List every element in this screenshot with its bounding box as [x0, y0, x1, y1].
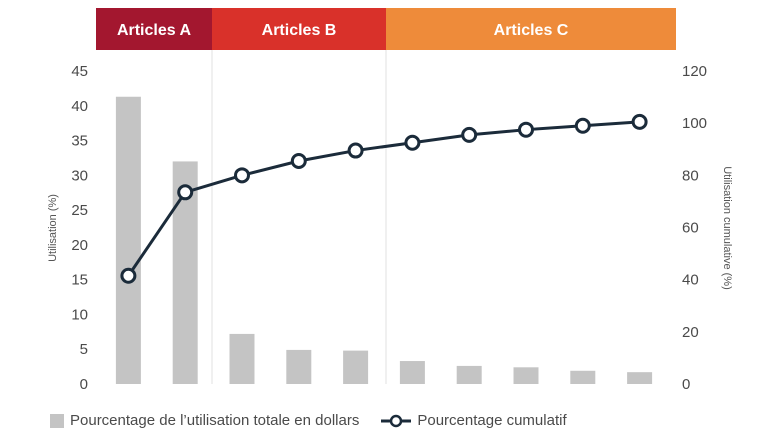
left-tick-label: 30 [71, 167, 88, 184]
band-1 [96, 8, 212, 50]
cumulative-line [120, 113, 648, 284]
legend-item-line: Pourcentage cumulatif [381, 412, 567, 429]
left-tick-label: 20 [71, 237, 88, 254]
bar-7 [456, 365, 482, 384]
bar-4 [286, 349, 312, 384]
legend-line-label: Pourcentage cumulatif [417, 412, 567, 429]
left-tick-label: 40 [71, 98, 88, 115]
left-tick-label: 35 [71, 133, 88, 150]
left-tick-label: 5 [80, 341, 88, 358]
right-axis: 0 20 40 60 80 100 120 [682, 63, 707, 393]
line-point-3 [234, 167, 250, 184]
line-point-1 [120, 267, 137, 284]
right-tick-label: 120 [682, 63, 707, 80]
legend-bar-swatch [50, 413, 64, 428]
right-tick-label: 20 [682, 324, 699, 341]
legend-bar-label: Pourcentage de l’utilisation totale en d… [70, 412, 360, 429]
line-point-2 [177, 184, 194, 201]
bar-10 [627, 372, 653, 384]
band-label-1: Articles A [117, 22, 192, 39]
line-point-4 [290, 152, 307, 169]
legend: Pourcentage de l’utilisation totale en d… [50, 412, 589, 429]
line-point-10 [631, 113, 648, 130]
band-label-2: Articles B [262, 22, 337, 39]
bar-6 [399, 361, 425, 384]
right-tick-label: 80 [682, 167, 699, 184]
right-tick-label: 0 [682, 376, 690, 393]
left-axis: 0 5 10 15 20 25 30 35 40 45 [71, 63, 88, 393]
right-axis-title: Utilisation cumulative (%) [721, 166, 733, 289]
band-3 [386, 8, 676, 50]
cumulative-line-path [127, 120, 640, 277]
bar-8 [513, 367, 539, 384]
right-tick-label: 100 [682, 115, 707, 132]
line-point-6 [404, 134, 421, 151]
legend-item-bars: Pourcentage de l’utilisation totale en d… [50, 412, 359, 429]
left-tick-label: 15 [71, 272, 88, 289]
left-tick-label: 10 [71, 306, 88, 323]
legend-line-swatch [381, 414, 412, 427]
right-tick-label: 40 [682, 272, 699, 289]
bar-9 [570, 370, 596, 384]
left-axis-title: Utilisation (%) [47, 194, 59, 262]
line-point-5 [347, 142, 364, 159]
right-tick-label: 60 [682, 220, 699, 237]
bar-1 [115, 96, 141, 384]
band-header: Articles A Articles B Articles C [96, 8, 676, 50]
line-point-7 [461, 126, 478, 143]
band-dividers [211, 50, 387, 384]
bar-3 [229, 333, 255, 384]
left-tick-label: 0 [80, 376, 88, 393]
band-label-3: Articles C [494, 22, 569, 39]
bar-5 [343, 350, 369, 384]
bars [115, 96, 653, 384]
left-tick-label: 45 [71, 63, 88, 80]
band-2 [212, 8, 386, 50]
pareto-chart: Articles A Articles B Articles C 0 5 10 15 20 2… [47, 8, 733, 393]
line-point-8 [518, 121, 534, 138]
left-tick-label: 25 [71, 202, 88, 219]
line-point-9 [574, 117, 591, 134]
